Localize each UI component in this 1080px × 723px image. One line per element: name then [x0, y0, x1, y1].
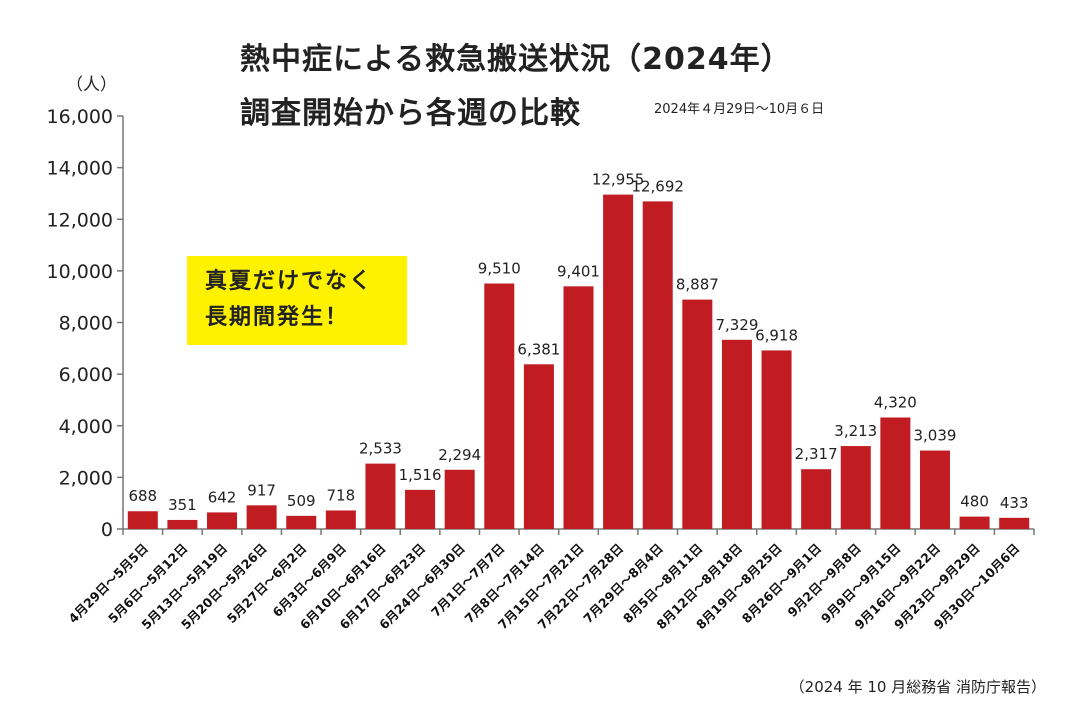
data-label: 718	[327, 486, 356, 504]
bar	[207, 512, 238, 529]
bar	[761, 350, 792, 529]
bar	[444, 469, 475, 529]
data-label: 6,381	[517, 340, 560, 358]
data-label: 433	[1000, 494, 1029, 512]
data-label: 2,317	[795, 445, 838, 463]
data-label: 8,887	[676, 276, 719, 294]
y-tick-label: 16,000	[47, 106, 113, 128]
data-label: 2,533	[359, 440, 402, 458]
y-tick-label: 0	[101, 519, 113, 541]
data-label: 3,213	[834, 422, 877, 440]
bar	[801, 469, 832, 529]
data-label: 2,294	[438, 446, 481, 464]
bar	[642, 201, 673, 529]
data-label: 3,039	[914, 427, 957, 445]
bar	[959, 516, 990, 529]
data-label: 12,955	[592, 171, 645, 189]
data-label: 688	[128, 487, 157, 505]
bar	[246, 505, 277, 529]
bar	[682, 299, 713, 529]
data-label: 9,510	[478, 260, 521, 278]
data-label: 917	[247, 481, 276, 499]
data-label: 480	[960, 493, 989, 511]
bar	[365, 463, 396, 529]
data-label: 4,320	[874, 393, 917, 411]
bar	[167, 519, 198, 529]
y-tick-label: 14,000	[47, 158, 113, 180]
bar	[880, 417, 911, 529]
chart-title: 熱中症による救急搬送状況（2024年）	[240, 42, 792, 77]
annotation-box: 真夏だけでなく 長期間発生！	[187, 256, 407, 345]
data-label: 509	[287, 492, 316, 510]
data-label: 1,516	[399, 466, 442, 484]
chart-subtitle: 2024年４月29日～10月６日	[654, 102, 825, 117]
bar	[127, 511, 158, 529]
data-label: 9,401	[557, 262, 600, 280]
bar	[721, 339, 752, 529]
chart-title-line2: 調査開始から各週の比較	[240, 96, 581, 131]
bar	[563, 286, 594, 529]
y-tick-label: 8,000	[59, 313, 113, 335]
data-label: 351	[168, 496, 197, 514]
y-tick-label: 4,000	[59, 416, 113, 438]
annotation-line2: 長期間発生！	[205, 305, 350, 330]
y-axis-unit: （人）	[66, 75, 117, 95]
data-label: 12,692	[631, 177, 684, 195]
data-label: 6,918	[755, 326, 798, 344]
bar	[405, 489, 436, 529]
y-tick-label: 2,000	[59, 467, 113, 489]
bar	[523, 364, 554, 529]
bar	[840, 446, 871, 529]
y-tick-label: 6,000	[59, 364, 113, 386]
y-tick-label: 10,000	[47, 261, 113, 283]
source-note: （2024 年 10 月総務省 消防庁報告）	[789, 678, 1046, 696]
y-tick-label: 12,000	[47, 209, 113, 231]
bar	[286, 515, 317, 529]
bar	[325, 510, 356, 529]
bar	[603, 194, 634, 529]
bar	[999, 517, 1030, 529]
data-label: 642	[208, 488, 237, 506]
bar	[919, 450, 950, 529]
data-label: 7,329	[715, 316, 758, 334]
annotation-line1: 真夏だけでなく	[205, 269, 374, 294]
bar	[484, 283, 515, 529]
